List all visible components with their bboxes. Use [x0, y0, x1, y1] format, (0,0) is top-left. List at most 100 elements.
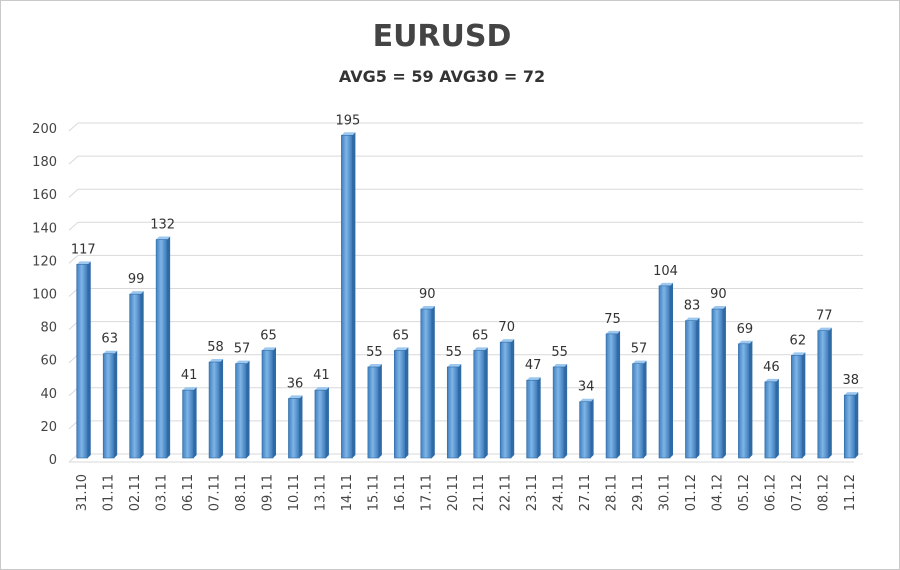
bar — [473, 347, 488, 459]
x-tick-label: 17.11 — [419, 474, 434, 511]
bar-side — [617, 330, 621, 458]
bar — [155, 236, 171, 459]
x-tick-label: 27.11 — [578, 474, 593, 511]
bar-side — [643, 360, 647, 458]
bar — [367, 363, 382, 459]
data-label: 55 — [551, 345, 568, 360]
data-label: 90 — [419, 287, 436, 302]
bar-front — [235, 363, 247, 459]
x-tick-label: 03.11 — [155, 474, 170, 511]
bar-front — [685, 320, 697, 459]
bars — [76, 132, 859, 459]
bar-front — [526, 379, 538, 459]
bar-top — [764, 378, 779, 382]
bar — [235, 360, 250, 459]
bar-top — [235, 360, 250, 364]
x-tick-label: 09.11 — [261, 474, 276, 511]
bar-front — [182, 389, 194, 459]
x-tick-label: 31.10 — [75, 474, 90, 511]
y-tick-label: 0 — [49, 453, 57, 468]
bar-top — [526, 377, 541, 381]
x-tick-label: 01.12 — [684, 474, 699, 511]
bar-top — [394, 347, 409, 351]
x-axis-ticks: 31.10 01.11 02.11 03.11 06.11 07.11 08.11 09.11… — [75, 474, 858, 511]
bar — [182, 387, 197, 459]
bar — [129, 291, 144, 459]
bar-front — [129, 293, 141, 459]
y-tick-label: 100 — [32, 288, 57, 303]
bar-side — [87, 261, 91, 458]
bar — [579, 398, 594, 459]
bar — [738, 340, 753, 459]
x-tick-label: 05.12 — [737, 474, 752, 511]
bar — [817, 327, 832, 459]
bar-top — [314, 387, 329, 391]
bar-top — [103, 350, 118, 354]
x-tick-label: 22.11 — [499, 474, 514, 511]
bar-side — [352, 132, 356, 458]
data-label: 83 — [684, 299, 701, 314]
bar — [261, 347, 276, 459]
gridline-depth — [68, 155, 79, 165]
bar-front — [314, 389, 327, 459]
y-tick-label: 60 — [40, 354, 57, 369]
data-label: 55 — [445, 345, 462, 360]
bar-front — [552, 366, 565, 459]
bar-side — [378, 363, 382, 458]
bar — [526, 377, 541, 459]
y-tick-label: 80 — [40, 321, 57, 336]
x-tick-label: 14.11 — [340, 474, 355, 511]
x-tick-label: 20.11 — [446, 474, 461, 511]
bar-side — [273, 347, 276, 458]
x-tick-label: 02.11 — [128, 474, 143, 511]
bar — [314, 387, 329, 459]
data-label: 90 — [710, 287, 727, 302]
x-tick-label: 08.12 — [816, 474, 831, 511]
bar-side — [405, 347, 409, 458]
bar-front — [341, 134, 353, 459]
y-tick-label: 140 — [32, 221, 57, 236]
bar — [102, 350, 118, 459]
data-label: 69 — [737, 322, 754, 337]
bar-side — [431, 306, 435, 458]
bar-top — [341, 132, 356, 136]
bar-side — [828, 327, 832, 458]
bar-side — [749, 340, 753, 458]
bar-front — [791, 355, 803, 459]
data-label: 34 — [578, 380, 595, 395]
x-tick-label: 04.12 — [710, 474, 725, 511]
data-label: 117 — [71, 242, 96, 257]
bar — [605, 330, 621, 459]
data-label: 38 — [842, 373, 859, 388]
bar — [764, 378, 779, 459]
bar-side — [511, 339, 515, 458]
bar-front — [155, 239, 168, 459]
bar — [499, 339, 515, 459]
bar-front — [711, 308, 724, 459]
bar-top — [711, 306, 726, 310]
bar-side — [458, 363, 462, 458]
bar — [711, 306, 726, 459]
bar-side — [325, 387, 329, 458]
bar-top — [738, 340, 753, 344]
bar-top — [129, 291, 144, 295]
chart-title: EURUSD — [372, 19, 512, 54]
x-tick-label: 08.11 — [234, 474, 249, 511]
bar-front — [367, 366, 380, 459]
x-tick-label: 10.11 — [287, 474, 302, 511]
x-tick-label: 29.11 — [631, 474, 646, 511]
bar-top — [262, 347, 276, 351]
bar-front — [632, 363, 644, 459]
data-label: 77 — [816, 309, 833, 324]
bar-front — [817, 330, 830, 459]
bar-top — [367, 363, 382, 367]
bar-top — [288, 395, 303, 399]
bar-top — [659, 282, 673, 286]
bar-front — [473, 350, 486, 459]
y-tick-label: 20 — [40, 420, 57, 435]
data-labels: 117 63 99 132 41 58 57 65 36 41 195 55 65 90 55 65 70 47 5… — [71, 113, 859, 394]
data-label: 75 — [604, 312, 621, 327]
bar-side — [246, 360, 250, 458]
